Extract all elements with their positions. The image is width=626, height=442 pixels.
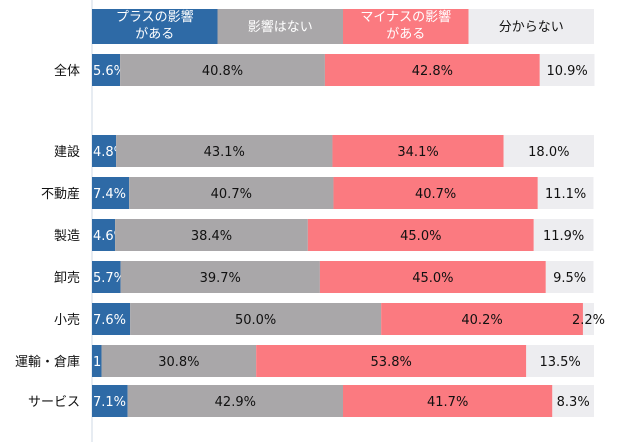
bar-segment — [92, 385, 128, 417]
bar-segment — [582, 303, 594, 335]
data-label: 7.6% — [93, 313, 126, 328]
bar-segment — [381, 303, 583, 335]
legend-swatch-0 — [92, 9, 218, 44]
legend-label-1: 影響はない — [248, 19, 313, 35]
data-label: 30.8% — [158, 355, 199, 370]
data-label: 5.7% — [93, 271, 126, 286]
bar-segment — [120, 54, 325, 86]
legend-label-0: がある — [135, 27, 174, 42]
legend-label-2: がある — [386, 27, 425, 42]
bar-segment — [319, 261, 546, 293]
data-label: 41.7% — [427, 395, 468, 410]
bar-segment — [127, 385, 343, 417]
data-label: 45.0% — [412, 271, 453, 286]
category-label: 運輸・倉庫 — [15, 355, 80, 370]
bar-segment — [92, 135, 117, 167]
bar-segment — [333, 177, 538, 209]
bar-segment — [92, 54, 121, 86]
category-label: 製造 — [54, 229, 80, 244]
legend-label-3: 分からない — [499, 20, 564, 35]
data-label: 7.1% — [93, 395, 126, 410]
data-label: 45.0% — [400, 229, 441, 244]
bar-segment — [324, 54, 540, 86]
bar-segment — [307, 219, 534, 251]
bar-segment — [332, 135, 504, 167]
bar-segment — [129, 177, 334, 209]
bar-segment — [552, 385, 594, 417]
category-label: 卸売 — [54, 270, 80, 286]
data-label: 40.7% — [415, 187, 456, 202]
data-label: 40.2% — [461, 313, 502, 328]
bar-segment — [92, 219, 116, 251]
bar-segment — [116, 135, 333, 167]
data-label: 13.5% — [539, 355, 580, 370]
bar-segment — [92, 177, 130, 209]
data-label: 34.1% — [397, 145, 438, 160]
data-label: 38.4% — [191, 229, 232, 244]
data-label: 40.7% — [211, 187, 252, 202]
data-label: 7.4% — [93, 187, 126, 202]
bar-segment — [545, 261, 594, 293]
bar-segment — [256, 345, 527, 377]
data-label: 40.8% — [202, 64, 243, 79]
legend-swatch-2 — [343, 9, 469, 44]
bar-segment — [92, 345, 102, 377]
legend-label-0: プラスの影響 — [116, 9, 194, 25]
bar-segment — [120, 261, 320, 293]
data-label: 5.6% — [93, 64, 126, 79]
category-label: 小売 — [54, 312, 80, 328]
bar-segment — [130, 303, 382, 335]
bar-segment — [101, 345, 257, 377]
data-label: 2.2% — [572, 313, 605, 328]
data-label: 9.5% — [553, 271, 586, 286]
data-label: 53.8% — [371, 355, 412, 370]
bar-segment — [533, 219, 594, 251]
bar-segment — [92, 303, 131, 335]
data-label: 39.7% — [200, 271, 241, 286]
legend-swatch-1 — [217, 9, 343, 44]
bar-segment — [539, 54, 595, 86]
legend-label-2: マイナスの影響 — [360, 9, 451, 25]
data-label: 50.0% — [235, 313, 276, 328]
data-label: 10.9% — [546, 64, 587, 79]
data-label: 42.9% — [215, 395, 256, 410]
data-label: 11.1% — [545, 187, 586, 202]
bar-segment — [503, 135, 594, 167]
bar-segment — [92, 261, 121, 293]
category-label: 全体 — [54, 63, 80, 79]
data-label: 8.3% — [557, 395, 590, 410]
category-label: サービス — [28, 395, 80, 410]
bar-segment — [537, 177, 594, 209]
data-label: 18.0% — [528, 145, 569, 160]
legend-swatch-3 — [468, 9, 594, 44]
data-label: 11.9% — [543, 229, 584, 244]
category-label: 不動産 — [41, 186, 80, 202]
bar-segment — [343, 385, 553, 417]
data-label: 42.8% — [412, 64, 453, 79]
bar-segment — [115, 219, 308, 251]
category-label: 建設 — [54, 144, 80, 160]
data-label: 43.1% — [204, 145, 245, 160]
bar-segment — [526, 345, 594, 377]
